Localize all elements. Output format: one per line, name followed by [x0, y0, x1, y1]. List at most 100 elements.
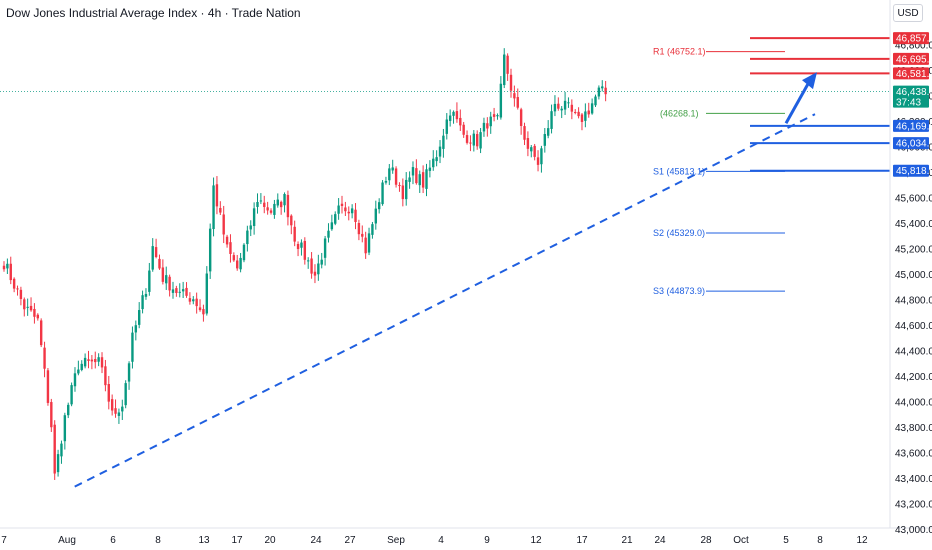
candle-body — [445, 119, 448, 134]
price-tags: 46,857.5 46,695.0 46,581.3 46,169.9 46,034.5… — [893, 32, 932, 177]
arrow-head — [802, 72, 817, 90]
candle-body — [452, 111, 455, 116]
candle-body — [29, 305, 33, 311]
arrow-shaft — [784, 81, 811, 125]
candle-body — [293, 226, 296, 242]
candle-body — [330, 222, 334, 230]
candle-body — [138, 310, 141, 325]
candle-body — [232, 255, 236, 261]
y-tick-label: 43,600.0 — [895, 449, 932, 460]
candle-body — [536, 157, 540, 165]
x-tick-label: 17 — [576, 535, 588, 546]
candle-body — [63, 415, 67, 442]
candle-body — [286, 194, 290, 218]
x-tick-label: 12 — [856, 535, 868, 546]
candle-body — [323, 238, 327, 258]
candle-body — [550, 111, 553, 129]
candle-body — [557, 103, 560, 109]
candle-body — [381, 182, 384, 205]
candle-body — [350, 208, 354, 214]
candle-body — [46, 370, 50, 403]
candle-body — [26, 306, 29, 308]
candle-body — [100, 357, 104, 368]
resistance-tag-label: 46,581.3 — [896, 69, 932, 80]
candle-body — [553, 103, 557, 112]
candle-body — [94, 359, 97, 363]
candle-body — [107, 383, 110, 402]
x-tick-label: 24 — [654, 535, 666, 546]
y-tick-label: 43,800.0 — [895, 423, 932, 434]
candle-body — [563, 100, 567, 110]
currency-button[interactable]: USD — [893, 4, 923, 22]
candle-body — [256, 201, 259, 207]
candle-body — [90, 359, 94, 362]
candle-body — [340, 203, 344, 206]
candle-body — [313, 271, 317, 276]
candle-body — [432, 158, 435, 168]
y-tick-label: 46,800.0 — [895, 41, 932, 52]
pivot-label: R1 (46752.1) — [653, 47, 706, 57]
candle-body — [192, 299, 195, 302]
pivot-label: S2 (45329.0) — [653, 228, 705, 238]
candle-body — [455, 111, 459, 120]
candle-body — [597, 87, 601, 97]
candle-body — [486, 123, 489, 129]
candle-body — [401, 185, 405, 200]
candle-body — [459, 117, 462, 126]
current-price-tag-label: 46,438.5 — [896, 87, 932, 98]
candle-body — [154, 247, 158, 258]
candle-body — [290, 215, 293, 226]
y-tick-label: 44,200.0 — [895, 372, 932, 383]
candle-body — [70, 385, 73, 405]
candle-body — [476, 134, 479, 147]
candle-body — [87, 359, 90, 361]
candle-body — [347, 211, 350, 214]
candle-body — [384, 180, 388, 183]
x-tick-label: 24 — [310, 535, 322, 546]
candle-body — [489, 116, 492, 127]
candle-body — [421, 172, 425, 188]
candle-body — [584, 111, 587, 121]
candle-body — [300, 242, 303, 248]
candle-body — [249, 225, 252, 230]
candle-body — [117, 412, 121, 416]
candle-body — [428, 167, 432, 171]
candle-body — [506, 55, 509, 74]
candle-body — [39, 320, 43, 346]
resistance-tag — [893, 52, 929, 65]
x-tick-label: Aug — [58, 535, 76, 546]
projection-arrow — [784, 72, 817, 125]
chart-title: Dow Jones Industrial Average Index · 4h … — [6, 6, 301, 20]
candle-body — [587, 110, 590, 115]
candle-body — [519, 109, 523, 126]
candle-body — [472, 133, 476, 146]
candle-body — [236, 260, 239, 269]
candle-body — [509, 74, 513, 91]
y-tick-label: 43,000.0 — [895, 525, 932, 536]
candle-body — [435, 157, 438, 162]
support-tag — [893, 164, 929, 177]
support-tag — [893, 137, 929, 150]
candle-body — [357, 223, 361, 235]
candle-body — [577, 111, 580, 117]
candle-body — [503, 54, 506, 86]
resistance-tag-label: 46,857.5 — [896, 34, 932, 45]
y-tick-label: 45,000.0 — [895, 270, 932, 281]
candle-body — [408, 177, 411, 182]
candle-body — [266, 207, 269, 211]
candle-body — [364, 237, 367, 254]
candle-body — [6, 263, 9, 269]
candle-body — [567, 102, 570, 104]
candle-body — [185, 287, 188, 296]
x-tick-label: 28 — [700, 535, 712, 546]
candle-body — [523, 126, 526, 140]
candle-body — [188, 298, 192, 302]
candle-body — [448, 115, 452, 121]
candle-body — [310, 258, 313, 274]
candle-body — [134, 325, 138, 333]
candle-body — [263, 202, 266, 207]
pivot-label: S3 (44873.9) — [653, 286, 705, 296]
candle-body — [124, 383, 127, 406]
candle-body — [219, 207, 222, 213]
